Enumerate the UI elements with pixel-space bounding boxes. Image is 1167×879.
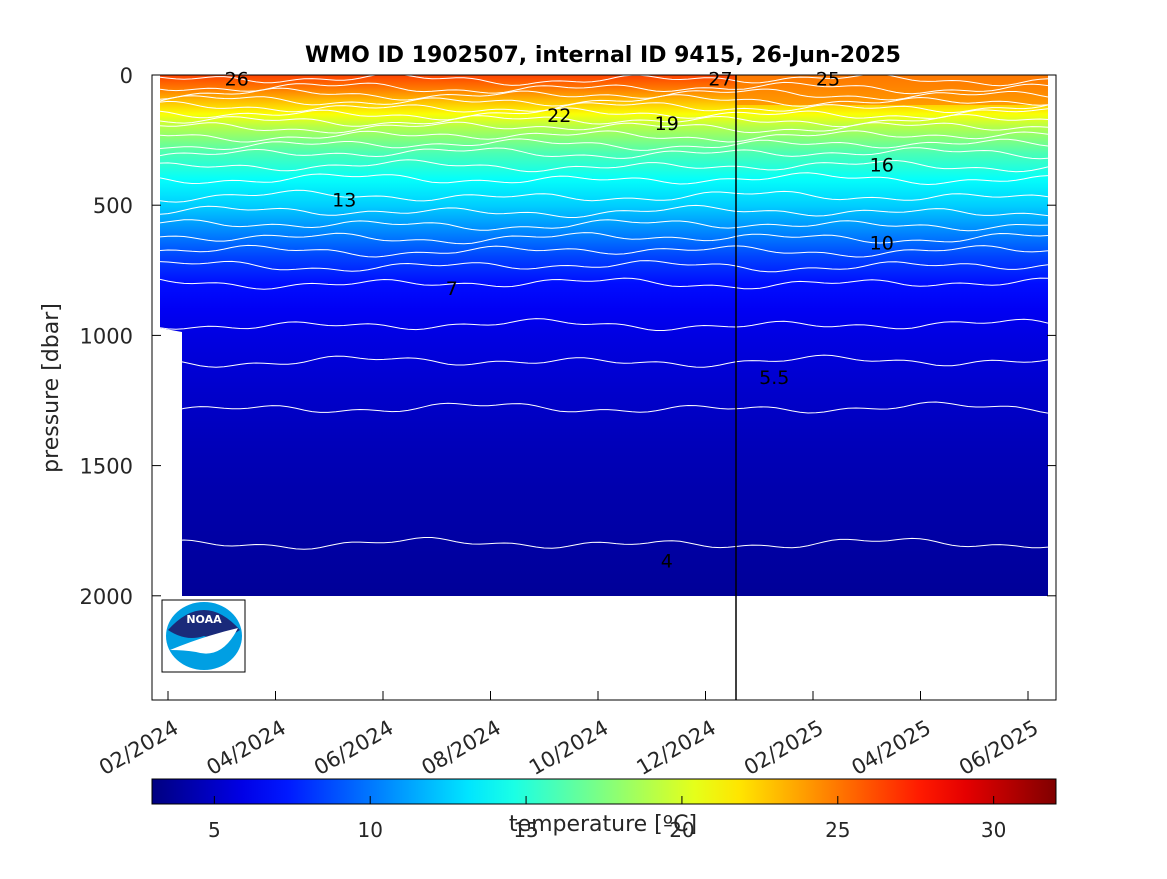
x-tick-label: 08/2024 — [417, 716, 505, 780]
contour-line — [160, 100, 1048, 114]
contour-line — [160, 204, 1048, 218]
colorbar-tick-label: 15 — [513, 818, 538, 842]
x-tick-label: 06/2025 — [955, 716, 1043, 780]
colorbar-tick-label: 30 — [981, 818, 1006, 842]
contour-line — [160, 189, 1048, 203]
temperature-field — [160, 75, 1048, 596]
x-tick-label: 04/2025 — [847, 716, 935, 780]
colorbar — [151, 778, 1057, 805]
x-tick-label: 02/2025 — [740, 716, 828, 780]
y-tick-label: 1000 — [80, 324, 133, 348]
contour-label: 13 — [332, 190, 356, 212]
contour-line — [160, 159, 1048, 173]
contour-label: 7 — [446, 278, 458, 300]
contour-label: 27 — [708, 69, 732, 91]
x-tick-label: 06/2024 — [310, 716, 398, 780]
contour-label: 4 — [661, 550, 673, 572]
contour-label: 16 — [870, 155, 894, 177]
contour-line — [160, 147, 1048, 160]
colorbar-tick-label: 10 — [357, 818, 382, 842]
contour-line — [160, 318, 1048, 331]
colorbar-tick-label: 20 — [669, 818, 694, 842]
y-tick-label: 2000 — [80, 585, 133, 609]
contour-line — [160, 75, 1048, 87]
x-tick-label: 12/2024 — [632, 716, 720, 780]
chart-title: WMO ID 1902507, internal ID 9415, 26-Jun… — [305, 43, 901, 68]
contour-line — [160, 354, 1048, 368]
contour-label: 26 — [225, 69, 249, 91]
contour-line — [160, 172, 1048, 186]
contour-line — [160, 121, 1048, 134]
contour-line — [160, 277, 1048, 290]
contour-label: 25 — [816, 69, 840, 91]
y-tick-label: 1500 — [80, 455, 133, 479]
x-tick-label: 02/2024 — [95, 716, 183, 780]
contour-line — [160, 94, 1048, 107]
colorbar-label: temperature [ºC] — [509, 812, 697, 837]
contour-line — [160, 219, 1048, 232]
contour-line — [160, 107, 1048, 121]
x-tick-label: 10/2024 — [525, 716, 613, 780]
contour-line — [160, 130, 1048, 143]
contour-lines — [160, 75, 1048, 550]
contour-line — [160, 537, 1048, 550]
noaa-logo: NOAA — [161, 599, 246, 673]
contour-line — [160, 232, 1048, 245]
contour-line — [160, 260, 1048, 273]
contour-line — [160, 81, 1048, 95]
contour-line — [160, 401, 1048, 414]
contour-line — [160, 114, 1048, 128]
colorbar-tick-label: 5 — [208, 818, 221, 842]
y-tick-label: 500 — [93, 194, 133, 218]
contour-label: 19 — [655, 113, 679, 135]
y-tick-label: 0 — [120, 64, 133, 88]
contour-label: 22 — [547, 105, 571, 127]
contour-label: 10 — [870, 233, 894, 255]
colorbar-tick-label: 25 — [825, 818, 850, 842]
x-tick-label: 04/2024 — [202, 716, 290, 780]
y-axis-label: pressure [dbar] — [39, 303, 64, 473]
contour-line — [160, 87, 1048, 101]
noaa-logo-text: NOAA — [186, 613, 222, 626]
plot-frame — [151, 74, 1057, 701]
contour-label: 5.5 — [759, 367, 789, 389]
contour-line — [160, 244, 1048, 258]
contour-line — [160, 138, 1048, 151]
